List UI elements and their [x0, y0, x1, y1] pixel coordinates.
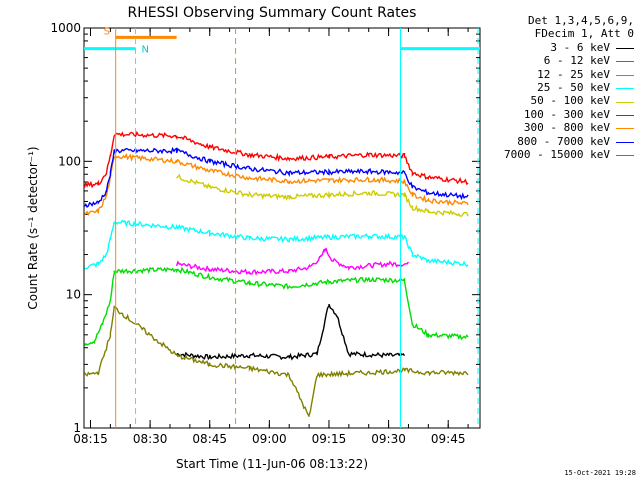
legend-entry-label: 6 - 12 keV — [543, 54, 610, 68]
legend-entry-label: 25 - 50 keV — [537, 81, 610, 95]
x-tick-label: 09:30 — [371, 432, 406, 446]
tick-labels: 1 10 100 1000 08:15 08:30 08:45 09:00 09:15 09:30… — [50, 21, 465, 446]
legend-swatch — [616, 61, 634, 63]
orange-bar-label: S — [104, 26, 110, 37]
legend-entry-label: 7000 - 15000 keV — [504, 148, 610, 162]
series-line — [176, 173, 469, 217]
legend-entry: 12 - 25 keV — [464, 68, 634, 81]
series-line — [84, 219, 469, 270]
cyan-bar-label: N — [142, 45, 149, 56]
legend-entry-label: 3 - 6 keV — [550, 40, 610, 54]
legend-entry: 800 - 7000 keV — [464, 135, 634, 148]
legend-swatch — [616, 155, 634, 157]
legend-swatch — [616, 128, 634, 130]
annotation-layer: SN — [84, 26, 480, 428]
legend-swatch — [616, 101, 634, 103]
plot-frame — [83, 27, 481, 429]
chart-title: RHESSI Observing Summary Count Rates — [128, 5, 417, 21]
legend-swatch — [616, 115, 634, 117]
legend-entry: 50 - 100 keV — [464, 94, 634, 107]
x-tick-label: 08:15 — [73, 432, 108, 446]
series-line — [83, 146, 469, 208]
y-tick-label: 1 — [73, 421, 81, 435]
legend-entry: 300 - 800 keV — [464, 121, 634, 134]
y-tick-label: 100 — [58, 154, 81, 168]
x-tick-label: 08:45 — [192, 432, 227, 446]
legend-entry-label: 12 - 25 keV — [537, 67, 610, 81]
legend-rows: 3 - 6 keV 6 - 12 keV 12 - 25 keV 25 - 50 ke… — [464, 41, 634, 162]
legend-entry-label: 800 - 7000 keV — [517, 134, 610, 148]
legend-swatch — [616, 141, 634, 143]
series-line — [83, 266, 469, 346]
x-tick-label: 09:45 — [431, 432, 466, 446]
y-tick-label: 10 — [66, 288, 81, 302]
legend-swatch — [616, 88, 634, 90]
axes-frame — [83, 27, 481, 429]
series-layer — [83, 130, 469, 417]
legend-swatch — [616, 74, 634, 76]
legend-entry: 100 - 300 keV — [464, 108, 634, 121]
y-tick-label: 1000 — [50, 21, 81, 35]
legend-entry-label: 100 - 300 keV — [523, 107, 610, 121]
timestamp: 15-Oct-2021 19:28 — [564, 469, 636, 477]
legend-entry: 25 - 50 keV — [464, 81, 634, 94]
legend-header-1: Det 1,3,4,5,6,9, — [528, 14, 634, 27]
legend-entry: 6 - 12 keV — [464, 54, 634, 67]
y-axis-label: Count Rate (s⁻¹ detector⁻¹) — [26, 146, 40, 309]
legend: Det 1,3,4,5,6,9, FDecim 1, Att 0 3 - 6 k… — [464, 14, 634, 161]
legend-header-2: FDecim 1, Att 0 — [534, 27, 634, 41]
x-tick-label: 09:15 — [312, 432, 347, 446]
series-line — [176, 303, 406, 361]
series-line — [84, 153, 469, 217]
x-axis-label: Start Time (11-Jun-06 08:13:22) — [176, 457, 368, 471]
series-line — [175, 247, 410, 276]
legend-entry: 3 - 6 keV — [464, 41, 634, 54]
series-line — [83, 130, 469, 189]
legend-swatch — [616, 48, 634, 50]
x-tick-label: 08:30 — [133, 432, 168, 446]
legend-entry-label: 50 - 100 keV — [530, 94, 610, 108]
legend-entry-label: 300 - 800 keV — [523, 121, 610, 135]
series-line — [83, 305, 469, 417]
x-tick-label: 09:00 — [252, 432, 287, 446]
legend-entry: 7000 - 15000 keV — [464, 148, 634, 161]
